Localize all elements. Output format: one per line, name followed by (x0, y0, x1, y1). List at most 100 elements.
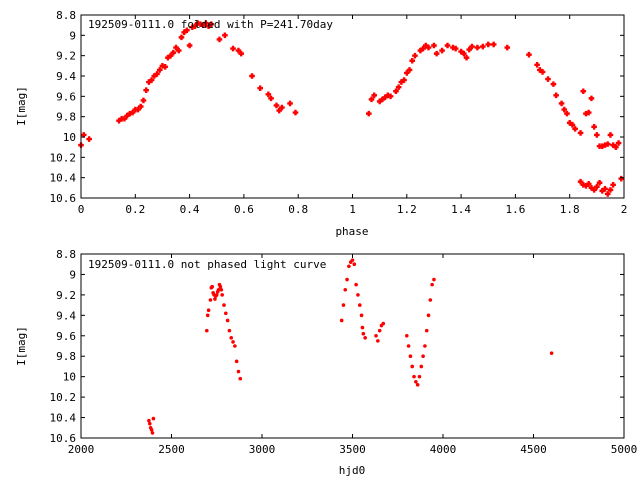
data-point (452, 45, 459, 52)
data-point (421, 354, 425, 359)
data-point (219, 287, 224, 292)
unphased-light-curve-chart: 2000 2500 3000 3500 4000 4500 5000 8.8 9 9.2 9.4 9… (15, 248, 637, 477)
data-point (231, 340, 235, 344)
data-point (165, 54, 171, 61)
data-point (539, 69, 546, 75)
data-point (432, 277, 436, 282)
data-point (210, 284, 215, 289)
x-tick-label: 2000 (68, 443, 95, 456)
x-tick-label: 2500 (158, 443, 185, 456)
x-tick-label: 4500 (520, 443, 547, 456)
data-point (415, 383, 420, 387)
data-point (192, 23, 198, 29)
data-point (419, 364, 424, 369)
data-point (173, 44, 179, 51)
data-point (339, 318, 344, 323)
data-point (377, 328, 382, 333)
data-point (580, 88, 587, 95)
data-point (162, 64, 168, 70)
data-point (412, 374, 416, 379)
data-point (566, 119, 573, 126)
x-tick-label: 0.4 (180, 203, 200, 216)
x-tick-label: 1.8 (560, 203, 580, 216)
data-point (594, 132, 600, 138)
phased-plot-frame (80, 14, 625, 199)
data-point (222, 32, 228, 39)
data-point (376, 98, 383, 105)
data-point (352, 262, 357, 267)
data-point (376, 339, 380, 343)
data-point (610, 181, 616, 188)
data-point (469, 43, 475, 50)
data-point (406, 67, 413, 73)
y-tick-label: 10 (63, 131, 76, 144)
data-point (167, 52, 174, 59)
x-tick-label: 0.8 (288, 203, 308, 216)
data-point (356, 293, 360, 297)
unphased-y-ticks: 8.8 9 9.2 9.4 9.6 9.8 10 10.2 10.4 10.6 (50, 248, 624, 445)
data-point (149, 428, 154, 432)
data-point (410, 364, 415, 369)
y-tick-label: 10.6 (50, 432, 77, 445)
data-point (577, 130, 584, 136)
y-tick-label: 9 (69, 268, 76, 281)
data-point (561, 106, 568, 113)
data-point (140, 97, 147, 104)
y-tick-label: 9.4 (56, 309, 76, 322)
phased-y-axis-label: I[mag] (15, 86, 28, 126)
data-point (379, 96, 386, 103)
y-tick-label: 9.6 (56, 90, 76, 103)
data-point (405, 333, 409, 338)
data-point (591, 124, 597, 130)
x-tick-label: 1 (349, 203, 356, 216)
data-point (365, 110, 372, 117)
y-tick-label: 10 (63, 371, 76, 384)
data-point (151, 416, 156, 421)
y-tick-label: 9.8 (56, 111, 76, 124)
data-point (363, 336, 367, 340)
data-point (205, 23, 212, 29)
data-point (430, 282, 434, 287)
data-point (588, 185, 595, 191)
data-point (607, 132, 614, 138)
data-point (345, 277, 349, 282)
data-point (287, 100, 293, 107)
data-point (350, 258, 355, 262)
data-point (343, 287, 348, 292)
data-point (602, 186, 608, 192)
phased-chart-title: 192509-0111.0 folded with P=241.70day (88, 18, 333, 31)
data-point (143, 87, 149, 94)
data-point (359, 313, 364, 318)
data-point (458, 48, 464, 55)
data-point (147, 421, 152, 426)
data-point (154, 71, 160, 77)
data-point (553, 92, 559, 99)
data-point (213, 297, 217, 301)
data-point (604, 191, 611, 197)
data-point (220, 293, 224, 297)
data-point (374, 333, 378, 338)
data-point (420, 45, 426, 52)
data-point (412, 52, 418, 59)
data-point (156, 67, 163, 73)
y-tick-label: 9.2 (56, 50, 76, 63)
data-point (216, 36, 223, 43)
data-point (414, 379, 418, 384)
data-point (395, 84, 402, 90)
unphased-x-axis-label: hjd0 (339, 464, 366, 477)
data-point (371, 92, 378, 99)
data-point (461, 50, 467, 57)
data-point (184, 27, 190, 34)
data-point (550, 81, 557, 87)
data-point (545, 76, 551, 82)
x-tick-label: 3500 (339, 443, 366, 456)
data-point (268, 95, 274, 102)
data-point (116, 117, 122, 124)
data-point (257, 85, 263, 91)
data-point (382, 94, 388, 101)
data-point (360, 325, 365, 330)
data-point (401, 77, 407, 83)
y-tick-label: 9.2 (56, 289, 76, 302)
